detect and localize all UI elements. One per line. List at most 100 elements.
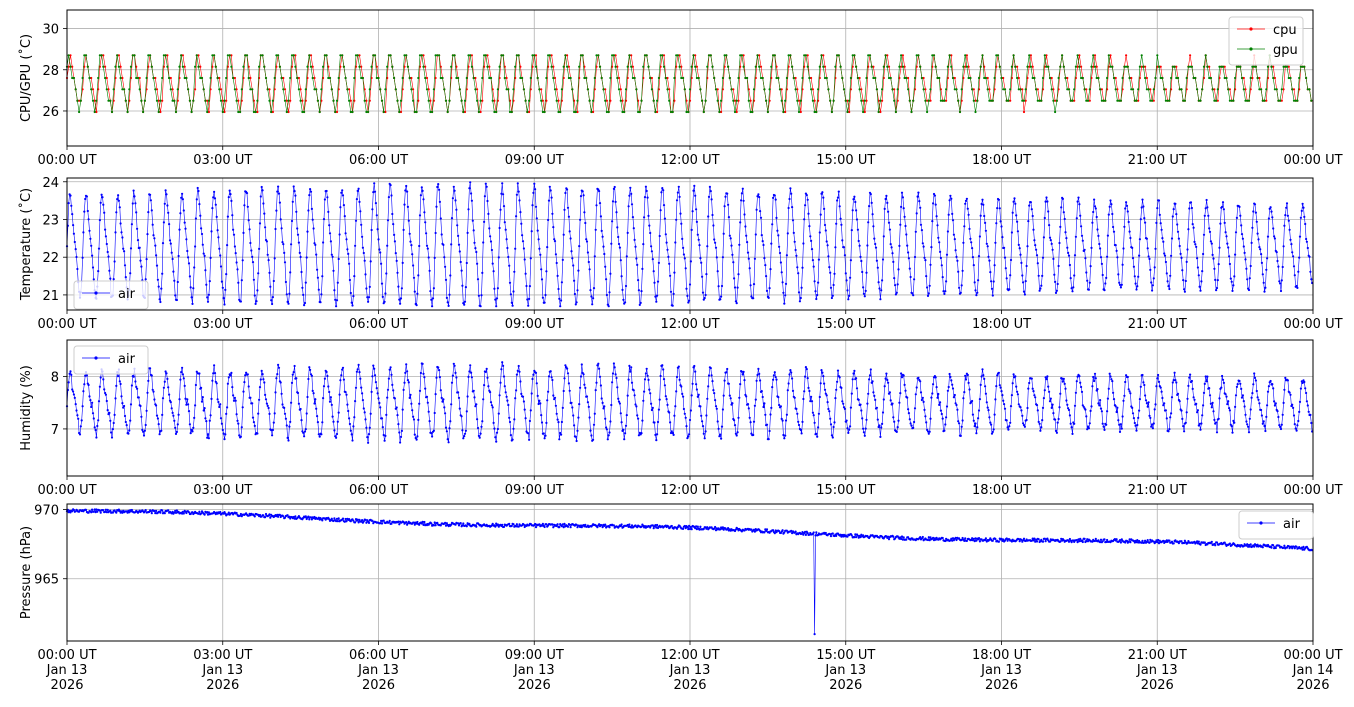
data-point: [269, 285, 272, 288]
data-point: [872, 391, 875, 394]
data-point: [173, 419, 176, 422]
data-point: [517, 190, 520, 193]
data-point: [1189, 65, 1192, 68]
data-point: [746, 403, 750, 406]
data-point: [784, 110, 787, 114]
data-point: [497, 256, 500, 259]
data-point: [416, 520, 419, 524]
data-point: [1036, 99, 1039, 102]
data-point: [659, 374, 662, 378]
data-point: [816, 435, 819, 438]
data-point: [730, 244, 733, 247]
data-point: [339, 379, 342, 382]
data-point: [1089, 409, 1092, 412]
data-point: [204, 99, 207, 102]
data-point: [887, 221, 891, 224]
data-point: [1126, 210, 1129, 213]
data-point: [1244, 99, 1247, 102]
data-point: [786, 389, 789, 392]
data-point: [327, 385, 330, 388]
y-tick-label: 28: [42, 64, 59, 79]
data-point: [1068, 263, 1071, 267]
data-point: [515, 373, 519, 376]
data-point: [192, 287, 195, 290]
legend-label-air: air: [118, 352, 136, 367]
data-point: [1227, 400, 1230, 403]
legend-marker-gpu: [1249, 47, 1253, 51]
data-point: [1130, 88, 1133, 91]
data-point: [498, 394, 501, 397]
data-point: [685, 425, 688, 428]
data-point: [612, 362, 616, 365]
data-point: [1041, 76, 1045, 80]
data-point: [927, 292, 930, 295]
data-point: [494, 525, 497, 528]
data-point: [928, 284, 931, 287]
data-point: [155, 264, 159, 267]
data-point: [268, 412, 271, 415]
data-point: [823, 388, 827, 391]
data-point: [341, 368, 344, 371]
data-point: [229, 374, 232, 377]
data-point: [585, 240, 589, 243]
data-point: [360, 65, 363, 68]
data-point: [177, 254, 180, 258]
data-point: [145, 76, 148, 80]
data-point: [173, 511, 176, 514]
data-point: [942, 290, 945, 293]
data-point: [1150, 425, 1153, 428]
data-point: [181, 198, 184, 201]
data-point: [817, 281, 820, 284]
data-point: [794, 248, 797, 252]
data-point: [720, 437, 723, 440]
data-point: [515, 389, 518, 392]
data-point: [404, 189, 407, 192]
data-point: [174, 509, 177, 512]
data-point: [834, 397, 837, 400]
data-point: [575, 439, 578, 443]
data-point: [107, 99, 110, 102]
data-point: [390, 522, 393, 525]
data-point: [290, 381, 294, 384]
data-point: [835, 222, 838, 225]
data-point: [164, 189, 167, 192]
data-point: [340, 191, 343, 194]
data-point: [967, 213, 970, 216]
data-point: [713, 392, 716, 395]
data-point: [594, 389, 597, 392]
series-markers-air: [65, 361, 1314, 444]
data-point: [365, 521, 368, 524]
data-point: [929, 99, 932, 102]
data-point: [810, 395, 813, 398]
data-point: [649, 76, 652, 80]
data-point: [349, 291, 352, 295]
data-point: [813, 280, 816, 283]
data-point: [231, 386, 234, 389]
data-point: [733, 110, 737, 114]
data-point: [237, 110, 240, 114]
data-point: [445, 430, 448, 433]
data-point: [947, 385, 950, 389]
data-point: [261, 54, 264, 57]
data-point: [1163, 252, 1166, 255]
data-point: [218, 405, 221, 409]
data-point: [115, 211, 118, 214]
data-point: [559, 110, 562, 114]
data-point: [1106, 234, 1109, 237]
data-point: [375, 214, 378, 217]
data-point: [273, 412, 276, 415]
data-point: [258, 513, 262, 517]
data-point: [1091, 385, 1094, 388]
data-point: [328, 232, 332, 235]
data-point: [1038, 99, 1041, 102]
data-point: [435, 205, 438, 208]
data-point: [93, 110, 96, 114]
data-point: [1280, 279, 1283, 282]
data-point: [1296, 99, 1299, 102]
data-point: [1114, 76, 1117, 80]
data-point: [1116, 406, 1119, 409]
data-point: [489, 401, 493, 404]
data-point: [187, 403, 190, 406]
data-point: [975, 294, 978, 297]
data-point: [288, 292, 291, 295]
